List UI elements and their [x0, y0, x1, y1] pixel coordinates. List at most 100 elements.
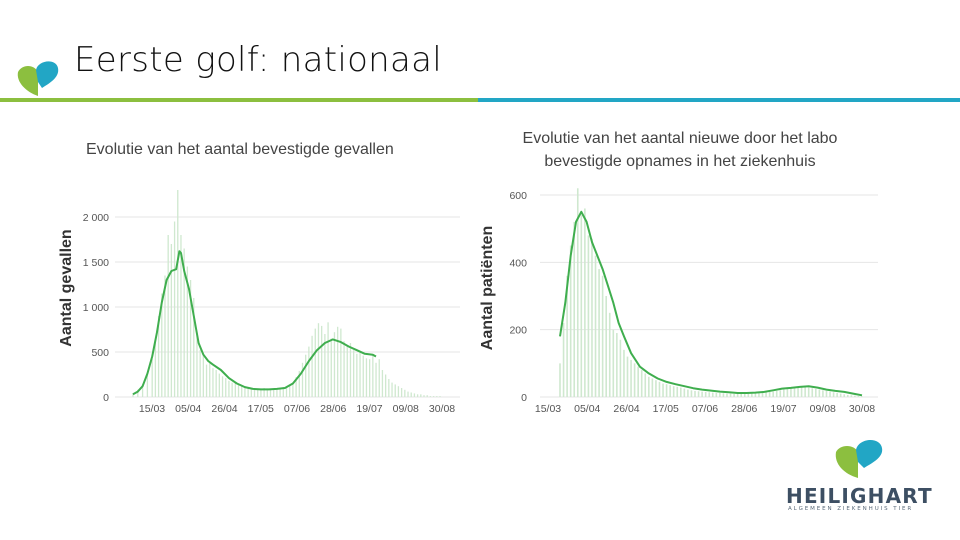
x-tick-label: 30/08 [429, 403, 455, 415]
daily-bar [690, 390, 693, 397]
daily-bar [257, 389, 259, 397]
daily-bar [212, 368, 214, 397]
daily-bar [576, 188, 579, 397]
daily-bar [729, 393, 732, 397]
daily-bar [648, 376, 650, 397]
daily-bar [231, 382, 233, 397]
daily-bar [250, 388, 252, 397]
x-tick-label: 19/07 [770, 403, 796, 415]
daily-bar [410, 392, 412, 397]
y-axis-label: Aantal gevallen [58, 229, 75, 346]
daily-bar [594, 255, 597, 397]
daily-bar [768, 391, 771, 397]
daily-bar [330, 338, 332, 397]
x-tick-label: 26/04 [613, 403, 639, 415]
daily-bar [289, 385, 291, 397]
daily-bar [783, 389, 785, 397]
x-tick-label: 19/07 [356, 403, 382, 415]
brand-name: HEILIGHART [786, 484, 933, 508]
daily-bar [333, 332, 336, 397]
daily-bar [726, 393, 728, 397]
daily-bar [626, 356, 629, 397]
daily-bar [811, 388, 814, 397]
page-title: Eerste golf: nationaal [74, 40, 443, 80]
daily-bar [846, 394, 849, 397]
y-axis-label: Aantal patiënten [479, 226, 496, 350]
daily-bar [612, 329, 615, 397]
daily-bar [559, 363, 561, 397]
daily-bar [797, 386, 799, 397]
daily-bar [151, 359, 153, 397]
daily-bar [359, 352, 361, 397]
x-tick-label: 17/05 [653, 403, 679, 415]
daily-bar [279, 388, 281, 397]
daily-bar [378, 359, 380, 397]
daily-bar [637, 366, 639, 397]
daily-bar [413, 393, 416, 397]
daily-bar [658, 381, 661, 397]
daily-bar [343, 341, 345, 397]
daily-bar [218, 373, 220, 397]
daily-bar [215, 370, 217, 397]
daily-bar [605, 296, 607, 397]
daily-bar [161, 293, 163, 397]
daily-bar [420, 394, 422, 397]
daily-bar [388, 379, 390, 397]
daily-bar [854, 395, 856, 397]
daily-bar [822, 390, 824, 397]
daily-bar [857, 395, 860, 397]
chart-title-line-2: bevestigde opnames in het ziekenhuis [544, 153, 815, 170]
daily-bar [829, 391, 831, 397]
daily-bar [244, 387, 246, 397]
y-tick-label: 0 [521, 392, 527, 404]
daily-bar [368, 359, 371, 397]
daily-bar [680, 387, 682, 397]
daily-bar [202, 353, 205, 397]
daily-bar [311, 335, 313, 397]
y-tick-label: 1 000 [83, 302, 109, 314]
daily-bar [337, 326, 339, 397]
daily-bar [260, 388, 262, 397]
x-tick-label: 07/06 [692, 403, 718, 415]
daily-bar [170, 244, 173, 397]
daily-bar [623, 349, 625, 397]
daily-bar [644, 373, 647, 397]
daily-bar [573, 221, 576, 397]
trend-line [559, 210, 863, 397]
daily-bar [630, 359, 632, 397]
daily-bar [228, 380, 230, 397]
daily-bar [384, 374, 387, 397]
daily-bar [566, 275, 568, 397]
daily-bar [704, 391, 707, 397]
daily-bar [346, 346, 348, 397]
daily-bar [850, 395, 853, 397]
daily-bar [436, 396, 438, 397]
daily-bar [314, 328, 316, 397]
daily-bar [807, 387, 810, 397]
daily-bar [186, 266, 189, 397]
chart-title: Evolutie van het aantal bevestigde geval… [86, 141, 394, 158]
daily-bar [241, 386, 243, 397]
daily-bar [775, 390, 778, 397]
daily-bar [199, 350, 201, 397]
daily-bar [761, 392, 764, 397]
x-tick-label: 05/04 [175, 403, 201, 415]
daily-bar [234, 383, 236, 397]
daily-bar [439, 396, 441, 397]
y-tick-label: 600 [509, 190, 527, 202]
daily-bar [209, 362, 211, 397]
daily-bar [793, 387, 796, 397]
daily-bar [301, 362, 304, 397]
x-tick-label: 09/08 [810, 403, 836, 415]
daily-bar [655, 380, 657, 397]
daily-bar [407, 391, 409, 397]
daily-bar [772, 391, 774, 397]
daily-bar [836, 392, 838, 397]
title-divider-blue [478, 98, 960, 102]
daily-bar [697, 391, 700, 397]
daily-bar [715, 392, 718, 397]
x-tick-label: 07/06 [284, 403, 310, 415]
daily-bar [189, 280, 192, 397]
daily-bar [580, 215, 583, 397]
